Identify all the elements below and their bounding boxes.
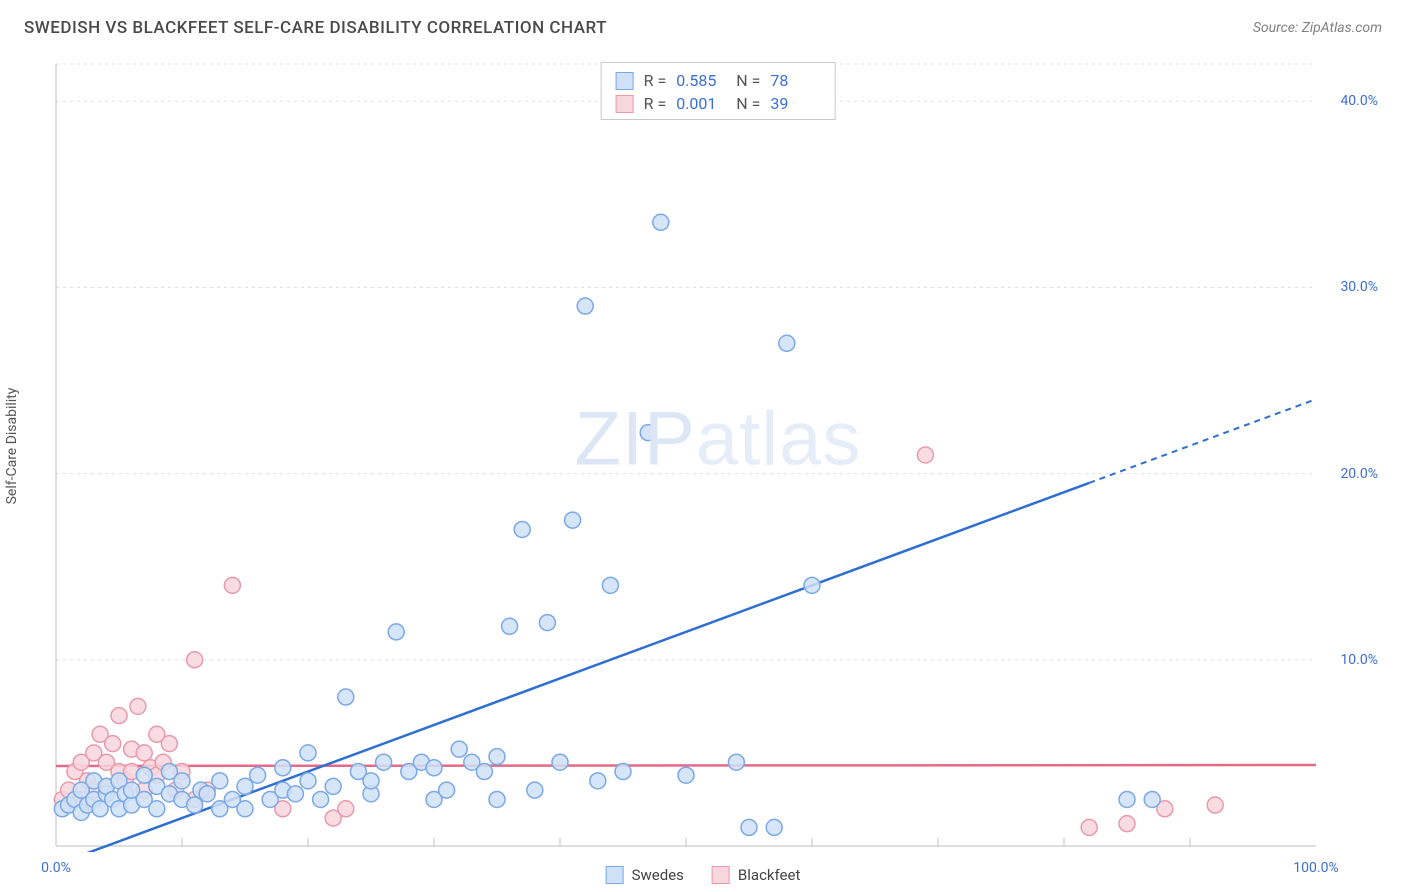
scatter-plot <box>50 58 1386 852</box>
swatch-swedes <box>606 866 624 884</box>
y-axis-label: Self-Care Disability <box>4 388 20 505</box>
stats-row-blackfeet: R = 0.001 N = 39 <box>616 92 821 115</box>
n-label: N = <box>736 94 760 113</box>
n-label: N = <box>736 71 760 90</box>
r-label: R = <box>644 94 667 113</box>
legend-label-swedes: Swedes <box>632 866 684 884</box>
r-value-blackfeet: 0.001 <box>676 94 726 113</box>
chart-title: SWEDISH VS BLACKFEET SELF-CARE DISABILIT… <box>24 18 607 38</box>
swatch-blackfeet <box>712 866 730 884</box>
stats-box: R = 0.585 N = 78 R = 0.001 N = 39 <box>601 62 836 120</box>
r-value-swedes: 0.585 <box>676 71 726 90</box>
chart-area: ZIPatlas R = 0.585 N = 78 R = 0.001 N = … <box>50 58 1386 852</box>
swatch-blackfeet <box>616 95 634 113</box>
n-value-swedes: 78 <box>770 71 820 90</box>
n-value-blackfeet: 39 <box>770 94 820 113</box>
legend-item-swedes: Swedes <box>606 866 684 884</box>
legend: Swedes Blackfeet <box>606 866 801 884</box>
swatch-swedes <box>616 72 634 90</box>
stats-row-swedes: R = 0.585 N = 78 <box>616 69 821 92</box>
legend-item-blackfeet: Blackfeet <box>712 866 800 884</box>
r-label: R = <box>644 71 667 90</box>
legend-label-blackfeet: Blackfeet <box>738 866 800 884</box>
source-label: Source: ZipAtlas.com <box>1253 20 1382 36</box>
